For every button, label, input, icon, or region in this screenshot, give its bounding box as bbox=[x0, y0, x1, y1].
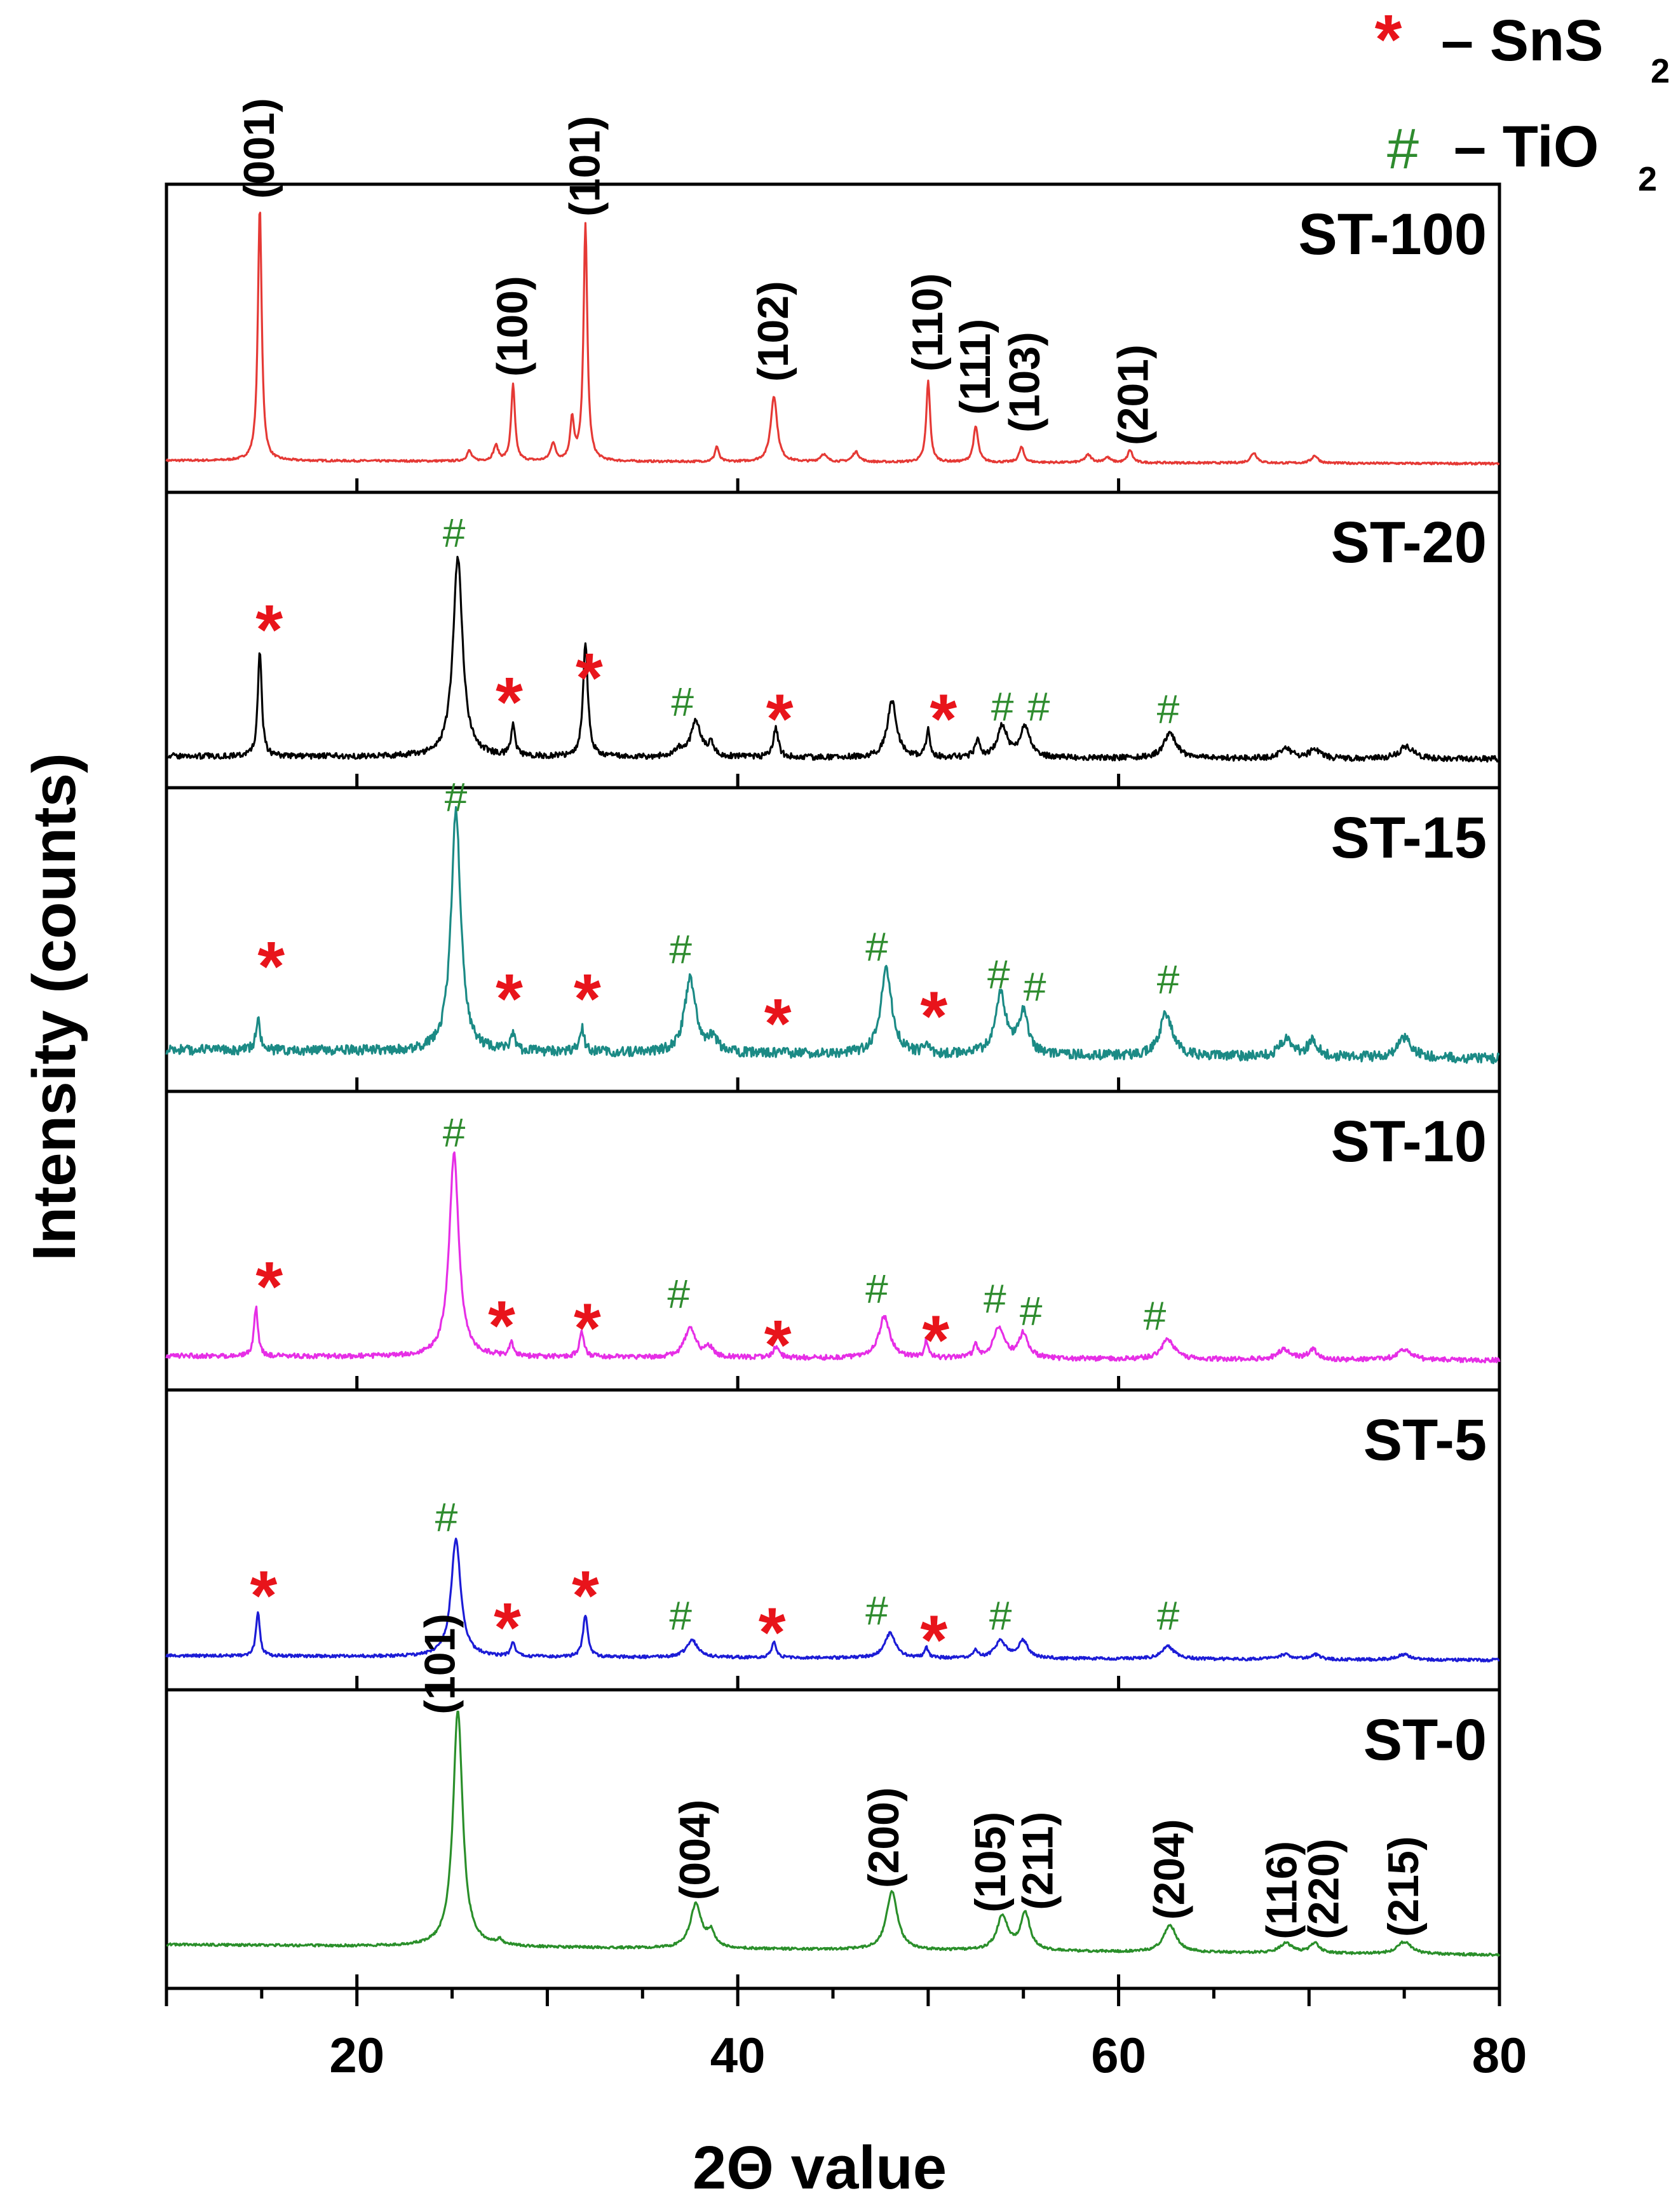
sns2-peak-marker: * bbox=[766, 680, 794, 759]
plot-panels: ST-100 (001) (100) (101) (102) (110)(111) (103… bbox=[165, 98, 1501, 1990]
sns2-peak-marker: * bbox=[576, 639, 603, 717]
tio2-peak-marker: # bbox=[443, 510, 466, 556]
panel-frame bbox=[165, 1089, 1501, 1392]
tio2-peak-marker: # bbox=[991, 684, 1014, 730]
tio2-peak-marker: # bbox=[984, 1276, 1006, 1322]
pattern-line-st-10 bbox=[165, 1151, 1501, 1364]
panel-st-15: ST-15 * # * * # * # * # # # bbox=[165, 774, 1501, 1093]
hkl-label: (004) bbox=[671, 1800, 719, 1901]
hkl-label: (102) bbox=[749, 281, 797, 382]
hkl-label: (101) bbox=[560, 116, 609, 217]
sns2-peak-marker: * bbox=[920, 977, 947, 1055]
x-tick-label: 80 bbox=[1472, 2027, 1527, 2083]
legend-sns2-subscript: 2 bbox=[1651, 52, 1670, 90]
hkl-label: (204) bbox=[1146, 1819, 1194, 1920]
hkl-label: (200) bbox=[860, 1787, 908, 1888]
sns2-peak-marker: * bbox=[759, 1594, 786, 1672]
sns2-peak-marker: * bbox=[572, 1557, 599, 1635]
panel-frame bbox=[165, 490, 1501, 790]
legend: * – SnS 2 # – TiO 2 bbox=[1375, 1, 1670, 198]
tio2-peak-marker: # bbox=[445, 774, 468, 820]
tio2-peak-marker: # bbox=[1157, 686, 1180, 732]
hkl-label: (116) bbox=[1257, 1841, 1306, 1939]
panel-st-20: ST-20 * # * * # * * # # # bbox=[165, 490, 1501, 790]
tio2-peak-marker: # bbox=[1157, 957, 1180, 1002]
x-tick-label: 20 bbox=[329, 2027, 384, 2083]
pattern-line-st-5 bbox=[165, 1537, 1500, 1662]
sns2-peak-marker: * bbox=[920, 1601, 947, 1679]
legend-tio2-label: – TiO bbox=[1454, 114, 1599, 179]
hkl-label: (201) bbox=[1109, 344, 1158, 445]
pattern-line-st-0 bbox=[166, 1710, 1501, 1957]
x-tick-label: 60 bbox=[1091, 2027, 1146, 2083]
tio2-peak-marker: # bbox=[987, 952, 1010, 997]
tio2-peak-marker: # bbox=[1144, 1293, 1167, 1339]
tio2-peak-marker: # bbox=[669, 1593, 692, 1638]
tio2-peak-marker: # bbox=[667, 1271, 690, 1317]
tio2-peak-marker: # bbox=[1027, 684, 1050, 730]
sns2-peak-marker: * bbox=[255, 1248, 283, 1326]
legend-tio2-subscript: 2 bbox=[1638, 160, 1657, 198]
hkl-label: (101) bbox=[416, 1614, 464, 1715]
sample-label-st-100: ST-100 bbox=[1298, 202, 1487, 267]
hkl-label: (100) bbox=[489, 276, 537, 377]
tio2-peak-marker: # bbox=[435, 1495, 458, 1541]
y-axis-label: Intensity (counts) bbox=[20, 753, 88, 1261]
tio2-peak-marker: # bbox=[1157, 1593, 1180, 1638]
hkl-label: (220) bbox=[1299, 1838, 1348, 1939]
x-axis-label: 2Θ value bbox=[693, 2134, 947, 2202]
sns2-peak-marker: * bbox=[488, 1286, 515, 1365]
x-axis: 20 40 60 80 bbox=[165, 1988, 1527, 2083]
hkl-label: (110) bbox=[903, 273, 952, 372]
sample-label-st-0: ST-0 bbox=[1363, 1708, 1487, 1772]
sns2-peak-marker: * bbox=[496, 960, 523, 1038]
tio2-peak-marker: # bbox=[865, 1266, 888, 1312]
sns2-peak-marker: * bbox=[930, 680, 957, 759]
tio2-peak-marker: # bbox=[1020, 1288, 1043, 1334]
sns2-peak-marker: * bbox=[764, 985, 792, 1063]
legend-sns2-label: – SnS bbox=[1441, 8, 1604, 73]
hkl-label: (215) bbox=[1379, 1836, 1428, 1937]
sample-label-st-10: ST-10 bbox=[1331, 1109, 1487, 1174]
hkl-label: (211) bbox=[1014, 1812, 1062, 1910]
sns2-peak-marker: * bbox=[257, 927, 285, 1006]
pattern-line-st-15 bbox=[165, 806, 1500, 1065]
hkl-label: (001) bbox=[235, 98, 283, 199]
tio2-peak-marker: # bbox=[989, 1593, 1012, 1638]
sns2-peak-marker: * bbox=[574, 1289, 601, 1367]
tio2-peak-marker: # bbox=[669, 927, 692, 973]
sns2-peak-marker: * bbox=[255, 591, 283, 669]
x-tick-label: 40 bbox=[710, 2027, 766, 2083]
hkl-label: (111) bbox=[951, 319, 999, 415]
sns2-peak-marker: * bbox=[496, 663, 523, 741]
panel-st-10: ST-10 * # * * # * # * # # # bbox=[165, 1089, 1501, 1392]
sns2-peak-marker: * bbox=[494, 1589, 521, 1667]
sample-label-st-20: ST-20 bbox=[1331, 510, 1487, 575]
tio2-peak-marker: # bbox=[865, 924, 888, 970]
sample-label-st-15: ST-15 bbox=[1331, 806, 1487, 870]
tio2-peak-marker: # bbox=[671, 679, 694, 725]
pattern-line-st-100 bbox=[165, 212, 1500, 466]
hkl-label: (105) bbox=[966, 1812, 1015, 1913]
sns2-peak-marker: * bbox=[574, 960, 601, 1038]
panel-st-100: ST-100 (001) (100) (101) (102) (110)(111) (103… bbox=[165, 98, 1501, 494]
sample-label-st-5: ST-5 bbox=[1363, 1408, 1487, 1473]
tio2-peak-marker: # bbox=[443, 1110, 466, 1156]
tio2-peak-marker: # bbox=[1024, 964, 1046, 1010]
pattern-line-st-20 bbox=[165, 555, 1501, 763]
sns2-peak-marker: * bbox=[922, 1302, 949, 1380]
legend-sns2-symbol: * bbox=[1375, 1, 1402, 79]
hkl-label: (103) bbox=[1001, 332, 1049, 433]
sns2-peak-marker: * bbox=[764, 1306, 792, 1384]
sns2-peak-marker: * bbox=[250, 1557, 277, 1635]
panel-st-5: ST-5 * # * * # * # * # # bbox=[165, 1388, 1501, 1692]
panel-frame bbox=[165, 1388, 1501, 1692]
legend-tio2-symbol: # bbox=[1387, 118, 1419, 181]
tio2-peak-marker: # bbox=[865, 1588, 888, 1634]
panel-st-0: ST-0(101)(004) (200) (105)(211) (204) (116)(… bbox=[165, 1614, 1501, 1990]
